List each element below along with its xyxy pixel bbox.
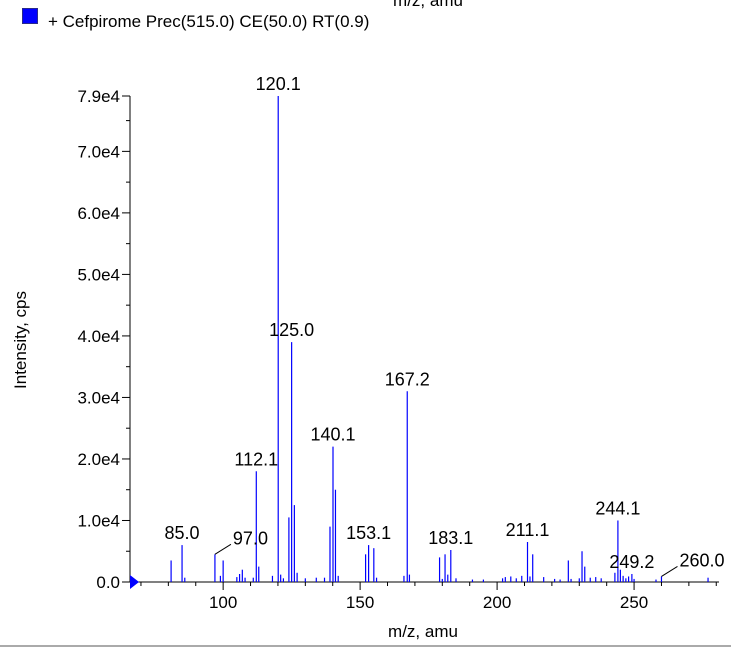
peak-label: 153.1 (346, 523, 391, 543)
y-tick-label: 1.0e4 (77, 511, 120, 530)
peak-label: 97.0 (233, 528, 268, 548)
legend: + Cefpirome Prec(515.0) CE(50.0) RT(0.9) (22, 8, 370, 31)
y-tick-label: 0.0 (96, 573, 120, 592)
peak-label: 244.1 (595, 498, 640, 518)
y-tick-label: 7.9e4 (77, 87, 120, 106)
x-tick-label: 150 (346, 593, 374, 612)
peak-label: 120.1 (256, 74, 301, 94)
x-axis-label: m/z, amu (388, 622, 458, 641)
legend-swatch (22, 8, 38, 24)
x-tick-label: 250 (620, 593, 648, 612)
peak-label: 183.1 (428, 528, 473, 548)
y-tick-label: 7.0e4 (77, 142, 120, 161)
annotation-leader (214, 543, 232, 555)
legend-label: + Cefpirome Prec(515.0) CE(50.0) RT(0.9) (48, 12, 370, 31)
x-tick-label: 100 (209, 593, 237, 612)
y-tick-label: 5.0e4 (77, 265, 120, 284)
baseline-marker (130, 575, 139, 589)
peak-label: 249.2 (609, 552, 654, 572)
peak-label: 85.0 (165, 523, 200, 543)
x-tick-label: 200 (483, 593, 511, 612)
y-tick-label: 4.0e4 (77, 327, 120, 346)
peak-label: 260.0 (679, 550, 724, 570)
peak-label: 140.1 (310, 425, 355, 445)
peak-label: 167.2 (385, 369, 430, 389)
peak-label: 211.1 (506, 520, 550, 540)
peak-label: 125.0 (269, 320, 314, 340)
cut-off-axis-label: m/z, amu (393, 0, 463, 10)
peaks (170, 96, 709, 582)
peak-label: 112.1 (234, 449, 278, 469)
axes: 0.0 1.0e4 2.0e4 3.0e4 4.0e4 5.0e4 6.0e4 7.0e4 7.… (77, 87, 719, 612)
y-tick-label: 3.0e4 (77, 388, 120, 407)
annotation-leader (661, 566, 678, 577)
y-tick-label: 6.0e4 (77, 204, 120, 223)
y-tick-label: 2.0e4 (77, 450, 120, 469)
y-axis-label: Intensity, cps (11, 291, 30, 389)
peak-annotations: 85.0 97.0 112.1 120.1 125.0 140.1 153.1 167.2 18… (165, 74, 725, 577)
